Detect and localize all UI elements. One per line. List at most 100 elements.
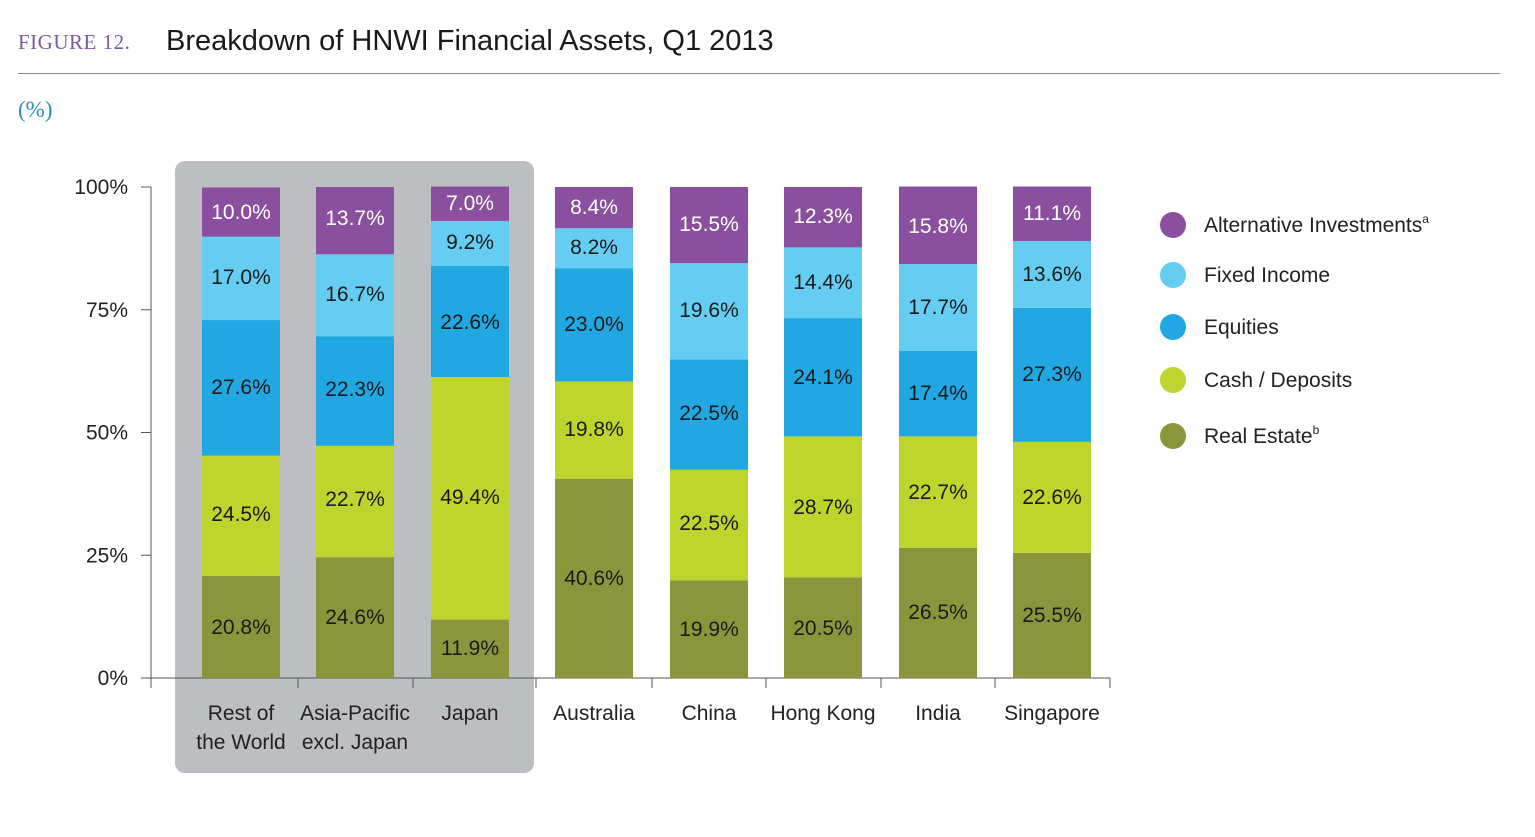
bar-segment-cash [431,377,509,620]
data-label-fixed-income: 17.7% [908,296,968,319]
data-label-cash: 24.5% [211,503,271,526]
bar-segment-equities [316,336,394,446]
bar-segment-alternative [784,187,862,248]
bar-segment-equities [899,350,977,437]
bar-segment-real-estate [555,478,633,678]
data-label-real-estate: 26.5% [908,601,968,624]
data-label-fixed-income: 8.2% [570,236,618,259]
data-label-cash: 22.7% [325,488,385,511]
x-tick-label: Hong Kong [770,702,875,725]
data-label-alternative: 10.0% [211,201,271,224]
x-tick-label: Rest of [208,702,275,725]
bar-segment-alternative [431,186,509,221]
data-label-cash: 22.5% [679,512,739,535]
bar-segment-fixed-income [555,228,633,269]
bar-segment-real-estate [670,580,748,678]
bar-segment-cash [202,455,280,576]
legend-swatch-equities [1160,314,1186,340]
legend-label-real-estate: Real Estateb [1204,423,1320,448]
bar-segment-real-estate [784,577,862,678]
data-label-equities: 27.3% [1022,363,1082,386]
bar-segment-real-estate [1013,552,1091,678]
data-label-alternative: 13.7% [325,207,385,230]
legend-label-equities: Equities [1204,316,1279,339]
bar-segment-equities [784,318,862,437]
bar-segment-alternative [555,187,633,229]
bar-segment-cash [784,436,862,578]
y-tick-label: 0% [98,667,128,690]
x-tick-label: India [915,702,961,725]
bar-segment-alternative [899,186,977,265]
data-label-real-estate: 20.5% [793,617,853,640]
bar-segment-real-estate [431,619,509,678]
bar-segment-cash [1013,441,1091,553]
x-tick-label-line2: the World [196,731,286,754]
y-tick-label: 50% [86,422,128,445]
x-tick-label: Singapore [1004,702,1100,725]
data-label-alternative: 8.4% [570,196,618,219]
data-label-equities: 22.3% [325,378,385,401]
data-label-fixed-income: 9.2% [446,231,494,254]
figure-label: FIGURE 12. [18,30,131,54]
bar-segment-alternative [1013,186,1091,242]
legend-swatch-cash [1160,367,1186,393]
legend-label-cash: Cash / Deposits [1204,369,1352,392]
bar-segment-cash [555,381,633,479]
chart-title: Breakdown of HNWI Financial Assets, Q1 2… [166,25,774,57]
data-label-equities: 17.4% [908,382,968,405]
data-label-fixed-income: 19.6% [679,299,739,322]
bar-segment-real-estate [316,557,394,678]
bar-segment-fixed-income [899,264,977,351]
data-label-real-estate: 40.6% [564,567,624,590]
legend-swatch-fixed-income [1160,262,1186,288]
y-tick-label: 75% [86,299,128,322]
data-label-fixed-income: 16.7% [325,283,385,306]
legend-swatch-alternative [1160,212,1186,238]
bar-segment-real-estate [899,547,977,678]
x-tick-label-line2: excl. Japan [302,731,408,754]
data-label-fixed-income: 17.0% [211,266,271,289]
y-tick-label: 25% [86,544,128,567]
data-label-cash: 22.6% [1022,486,1082,509]
x-tick-label: China [682,702,737,725]
bar-segment-equities [202,320,280,456]
bar-segment-fixed-income [1013,241,1091,308]
x-tick-label: Australia [553,702,635,725]
x-tick-label: Japan [441,702,498,725]
bar-segment-cash [670,469,748,581]
data-label-fixed-income: 14.4% [793,271,853,294]
data-label-real-estate: 20.8% [211,616,271,639]
data-label-cash: 22.7% [908,481,968,504]
bar-segment-equities [1013,307,1091,442]
data-label-alternative: 15.8% [908,215,968,238]
data-label-equities: 22.6% [440,311,500,334]
data-label-equities: 27.6% [211,376,271,399]
bar-segment-fixed-income [431,220,509,267]
bar-segment-fixed-income [316,254,394,337]
data-label-real-estate: 19.9% [679,618,739,641]
legend-label-fixed-income: Fixed Income [1204,264,1330,287]
data-label-equities: 24.1% [793,366,853,389]
data-label-alternative: 12.3% [793,205,853,228]
bar-segment-cash [316,445,394,558]
data-label-real-estate: 24.6% [325,606,385,629]
data-label-real-estate: 25.5% [1022,604,1082,627]
bar-segment-equities [431,266,509,378]
bar-segment-alternative [670,187,748,264]
bar-segment-real-estate [202,575,280,678]
data-label-equities: 23.0% [564,313,624,336]
bar-segment-fixed-income [202,236,280,321]
legend-label-alternative: Alternative Investmentsa [1204,212,1429,237]
data-label-alternative: 15.5% [679,213,739,236]
x-tick-label: Asia-Pacific [300,702,410,725]
bar-segment-equities [555,268,633,382]
legend-swatch-real-estate [1160,423,1186,449]
data-label-fixed-income: 13.6% [1022,263,1082,286]
data-label-cash: 28.7% [793,496,853,519]
data-label-equities: 22.5% [679,402,739,425]
data-label-real-estate: 11.9% [441,637,499,660]
unit-label: (%) [18,97,53,122]
data-label-cash: 19.8% [564,418,624,441]
bar-segment-fixed-income [670,263,748,360]
